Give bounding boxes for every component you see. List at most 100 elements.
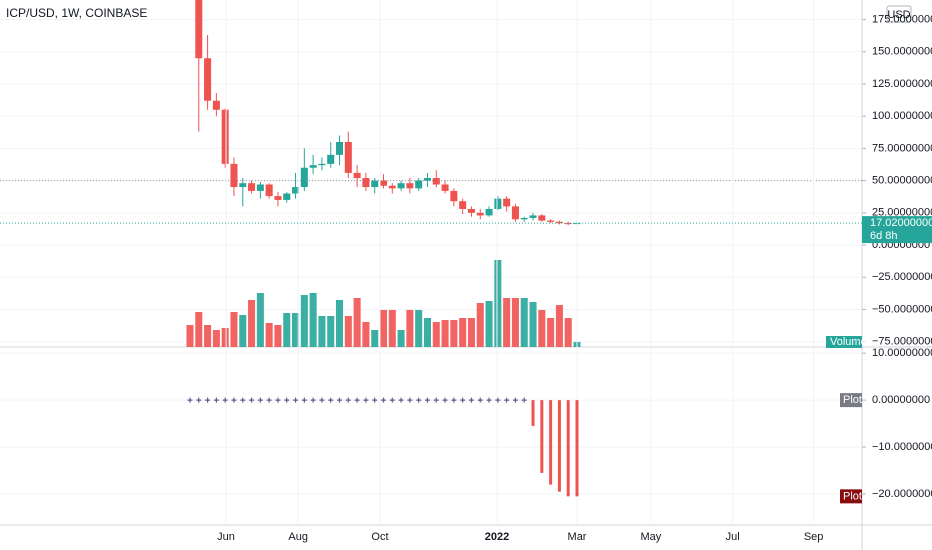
- volume-bar: [397, 330, 405, 347]
- x-tick-label: 2022: [485, 531, 509, 543]
- candle-body: [529, 215, 537, 218]
- candle-body: [441, 184, 449, 191]
- volume-bar: [441, 320, 449, 347]
- volume-bar: [388, 310, 396, 347]
- y-tick-label: 25.00000000: [872, 207, 932, 219]
- plot-bar: [557, 400, 561, 492]
- candle-body: [195, 0, 203, 59]
- plot-cross: [266, 397, 272, 403]
- plot-cross: [196, 397, 202, 403]
- volume-bar: [459, 318, 467, 347]
- volume-bar: [520, 298, 528, 347]
- y-tick-label: 10.00000000: [872, 347, 932, 359]
- volume-bar: [476, 303, 484, 347]
- volume-bar: [292, 313, 300, 347]
- candle-body: [239, 183, 247, 188]
- candle-body: [221, 109, 229, 164]
- volume-bar: [265, 323, 273, 347]
- y-tick-label: 125.00000000: [872, 78, 932, 90]
- candle-body: [309, 165, 317, 168]
- candle-body: [511, 206, 519, 220]
- candle-body: [283, 193, 291, 200]
- plot-bar: [549, 400, 553, 485]
- candle-body: [212, 100, 220, 110]
- candle-body: [538, 215, 546, 221]
- y-tick-label: 175.00000000: [872, 13, 932, 25]
- plot-label: Plot: [843, 490, 862, 502]
- candle-body: [459, 201, 467, 209]
- volume-bar: [230, 312, 238, 347]
- plot-cross: [275, 397, 281, 403]
- volume-bar: [239, 315, 247, 347]
- candle-body: [344, 141, 352, 173]
- x-tick-label: Aug: [288, 531, 308, 543]
- volume-bar: [423, 318, 431, 347]
- candle-body: [547, 220, 555, 222]
- candle-body: [265, 184, 273, 197]
- x-tick-label: Sep: [804, 531, 824, 543]
- candle-body: [230, 163, 238, 188]
- candle-body: [256, 184, 264, 191]
- x-tick-label: Jun: [217, 531, 235, 543]
- candle-body: [450, 190, 458, 202]
- volume-bar: [362, 322, 370, 347]
- candle-body: [564, 223, 572, 225]
- plot-cross: [354, 397, 360, 403]
- volume-bar: [344, 316, 352, 347]
- plot-cross: [310, 397, 316, 403]
- candle-body: [362, 178, 370, 188]
- y-tick-label: −25.00000000: [872, 271, 932, 283]
- plot-cross: [301, 397, 307, 403]
- y-tick-label: 50.00000000: [872, 175, 932, 187]
- x-tick-label: Oct: [371, 531, 388, 543]
- candle-body: [485, 208, 493, 216]
- volume-bar: [309, 293, 317, 347]
- plot-cross: [460, 397, 466, 403]
- plot-cross: [381, 397, 387, 403]
- plot-cross: [213, 397, 219, 403]
- volume-bar: [485, 301, 493, 347]
- volume-bar: [547, 318, 555, 347]
- x-tick-label: Mar: [568, 531, 587, 543]
- candle-body: [555, 221, 563, 224]
- volume-bar: [503, 298, 511, 347]
- volume-bar: [432, 322, 440, 347]
- candle-body: [204, 58, 212, 101]
- plot-cross: [407, 397, 413, 403]
- plot-cross: [231, 397, 237, 403]
- y-tick-label: 100.00000000: [872, 110, 932, 122]
- y-tick-label: −50.00000000: [872, 303, 932, 315]
- x-tick-label: May: [641, 531, 662, 543]
- plot-bar: [531, 400, 535, 426]
- plot-cross: [372, 397, 378, 403]
- candle-body: [476, 212, 484, 216]
- candle-body: [397, 183, 405, 189]
- currency[interactable]: USD: [887, 9, 910, 21]
- plot-cross: [477, 397, 483, 403]
- volume-bar: [371, 330, 379, 347]
- volume-bar: [415, 310, 423, 347]
- volume-bar: [336, 300, 344, 347]
- candle-body: [388, 185, 396, 189]
- plot-cross: [319, 397, 325, 403]
- plot-cross: [222, 397, 228, 403]
- plot-cross: [328, 397, 334, 403]
- x-tick-label: Jul: [726, 531, 740, 543]
- plot-cross: [424, 397, 430, 403]
- candle-body: [327, 154, 335, 164]
- plot-cross: [416, 397, 422, 403]
- candle-body: [336, 141, 344, 155]
- candle-body: [503, 198, 511, 207]
- plot-cross: [433, 397, 439, 403]
- candle-body: [371, 180, 379, 188]
- y-tick-label: 0.00000000: [872, 394, 930, 406]
- plot-cross: [504, 397, 510, 403]
- countdown: 6d 8h: [870, 230, 898, 242]
- volume-bar: [564, 318, 572, 347]
- volume-bar: [467, 318, 475, 347]
- volume-bar: [555, 305, 563, 347]
- candle-body: [292, 187, 300, 194]
- volume-bar: [318, 316, 326, 347]
- currency-box[interactable]: [886, 5, 912, 23]
- y-tick-label: −20.00000000: [872, 488, 932, 500]
